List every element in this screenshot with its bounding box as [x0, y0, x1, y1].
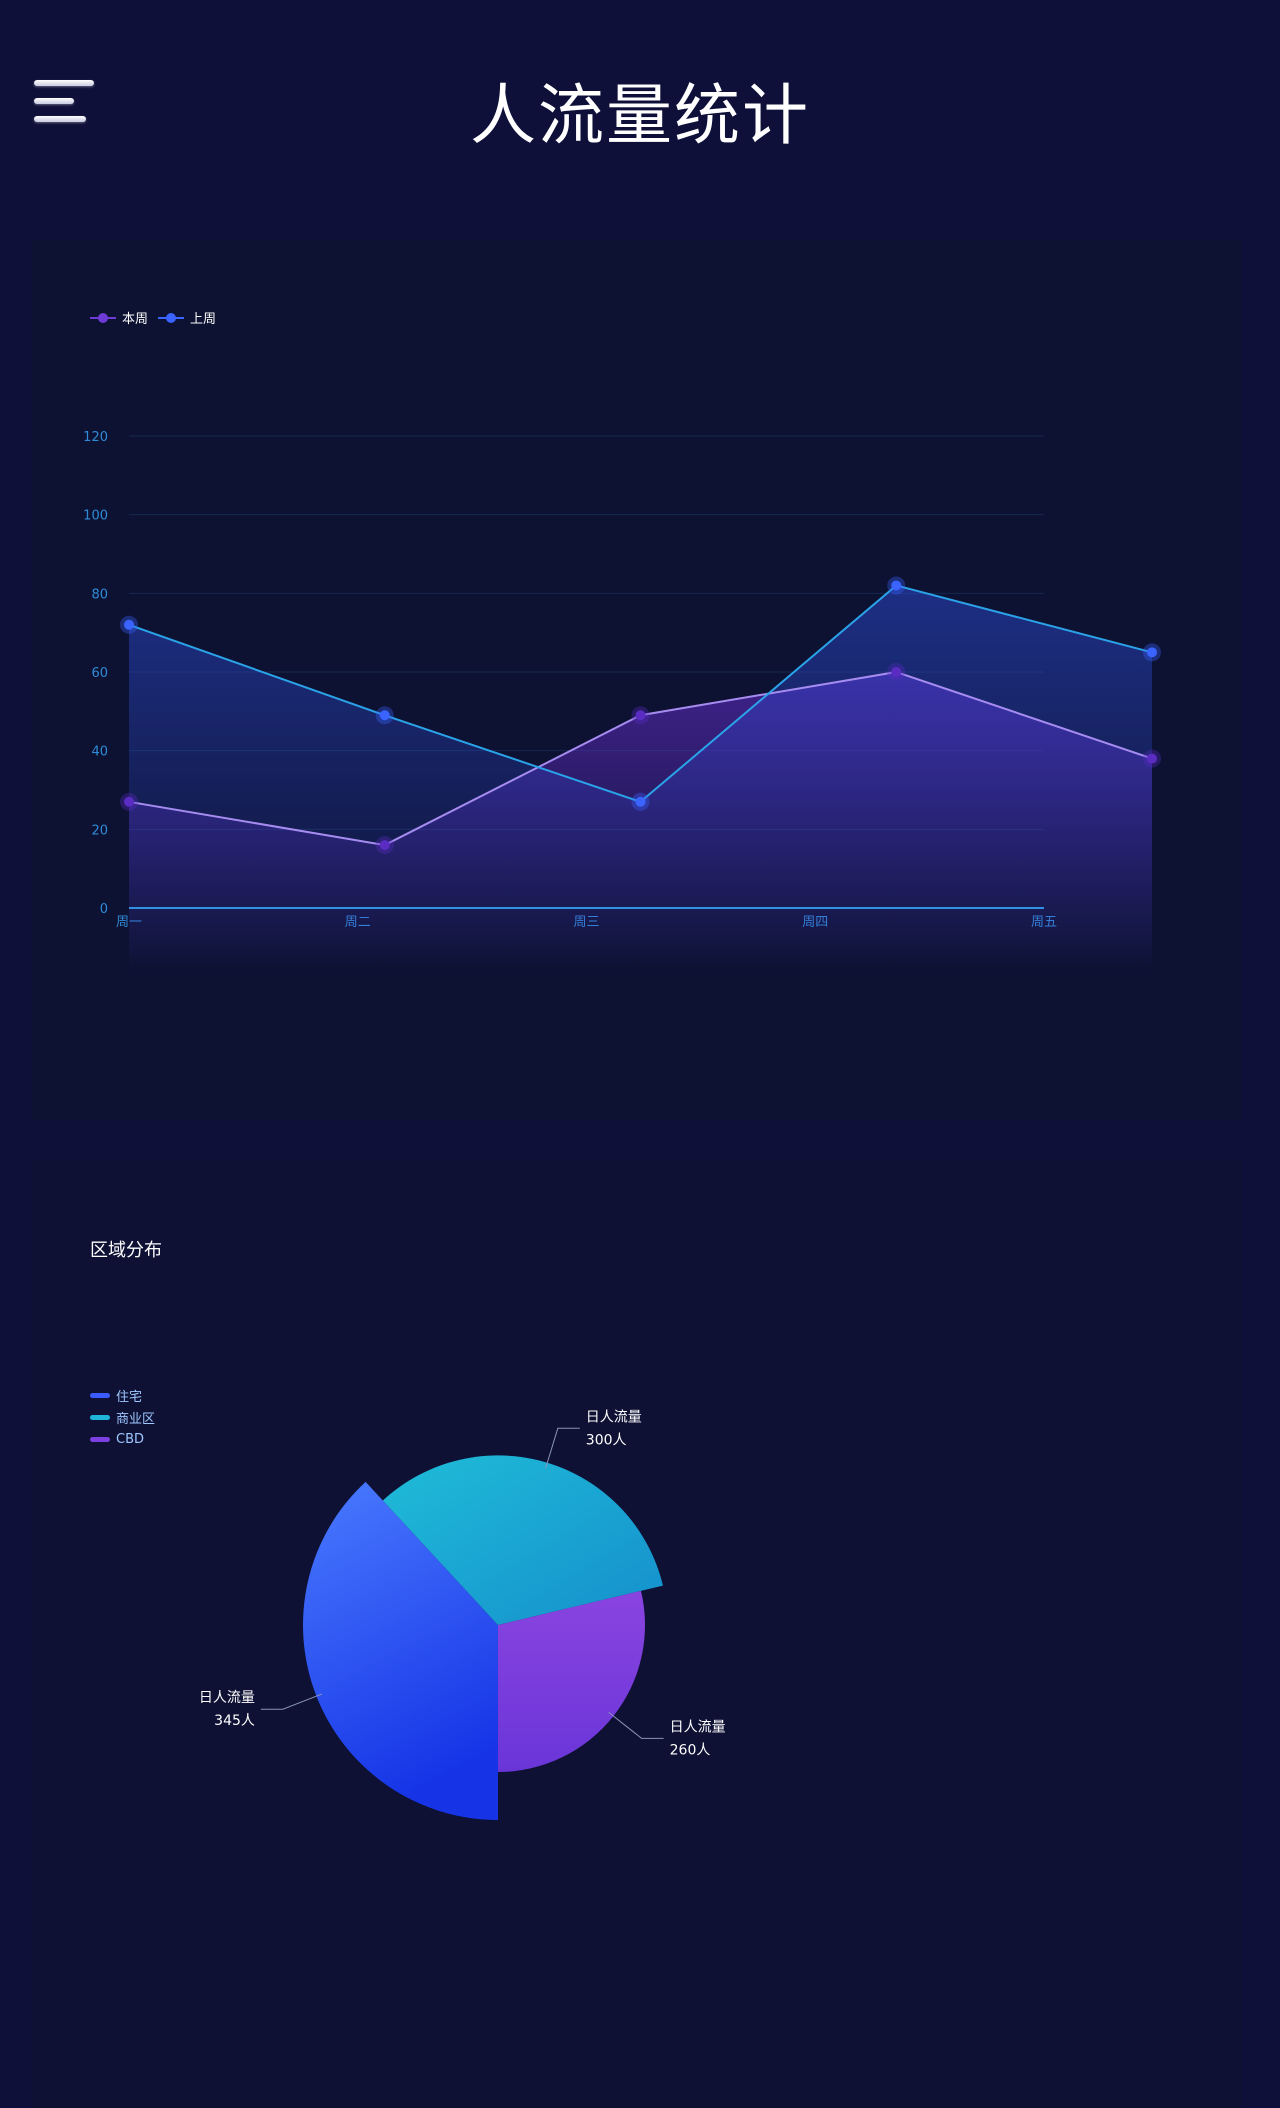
y-tick-label: 120	[83, 430, 108, 445]
page-title: 人流量统计	[470, 77, 810, 154]
pie-legend-item-cbd[interactable]: CBD	[90, 1428, 155, 1450]
legend-label: 商业区	[116, 1411, 156, 1427]
slice-label: 日人流量	[670, 1719, 726, 1735]
y-tick-label: 80	[91, 587, 108, 602]
legend-marker-icon	[158, 312, 185, 324]
pie-slice-commercial[interactable]	[382, 1455, 663, 1625]
legend-label: 本周	[122, 312, 149, 327]
legend-item-this-week[interactable]: 本周	[90, 308, 148, 327]
pie-legend: 住宅 商业区 CBD	[90, 1384, 155, 1450]
pie-slice-residential[interactable]	[303, 1481, 498, 1820]
menu-icon[interactable]	[34, 80, 96, 126]
pie-legend-item-commercial[interactable]: 商业区	[90, 1406, 155, 1428]
data-point[interactable]	[124, 796, 134, 807]
pie-slice-cbd[interactable]	[498, 1590, 645, 1772]
swatch-icon	[90, 1414, 110, 1420]
section-title: 区域分布	[90, 1240, 162, 1261]
y-tick-label: 20	[91, 823, 108, 838]
y-tick-label: 40	[91, 745, 108, 760]
legend-label: 上周	[190, 312, 217, 327]
pie-legend-item-residential[interactable]: 住宅	[90, 1384, 155, 1406]
swatch-icon	[90, 1392, 110, 1398]
slice-value-label: 260人	[670, 1742, 711, 1758]
line-chart: 020406080100120周一周二周三周四周五	[83, 430, 1161, 972]
legend-item-last-week[interactable]: 上周	[158, 308, 216, 327]
legend-label: 住宅	[116, 1389, 143, 1405]
data-point[interactable]	[124, 619, 134, 630]
legend-label: CBD	[116, 1431, 145, 1447]
data-point[interactable]	[635, 710, 646, 721]
data-point[interactable]	[891, 667, 902, 677]
y-tick-label: 100	[83, 509, 108, 524]
label-leader-line	[608, 1711, 664, 1739]
legend-marker-icon	[90, 312, 116, 324]
y-tick-label: 0	[100, 902, 108, 917]
data-point[interactable]	[1147, 647, 1157, 658]
label-leader-line	[260, 1693, 323, 1710]
data-point[interactable]	[635, 796, 646, 807]
data-point[interactable]	[379, 710, 390, 721]
data-point[interactable]	[379, 840, 390, 851]
slice-value-label: 300人	[586, 1432, 627, 1448]
data-point[interactable]	[891, 580, 902, 591]
y-tick-label: 60	[91, 666, 108, 681]
slice-label: 日人流量	[586, 1409, 642, 1425]
slice-label: 日人流量	[199, 1690, 255, 1706]
swatch-icon	[90, 1436, 110, 1442]
label-leader-line	[545, 1427, 580, 1469]
slice-value-label: 345人	[214, 1713, 255, 1729]
data-point[interactable]	[1147, 753, 1157, 764]
line-chart-legend: 本周 上周	[90, 308, 216, 327]
series-area	[129, 585, 1152, 972]
